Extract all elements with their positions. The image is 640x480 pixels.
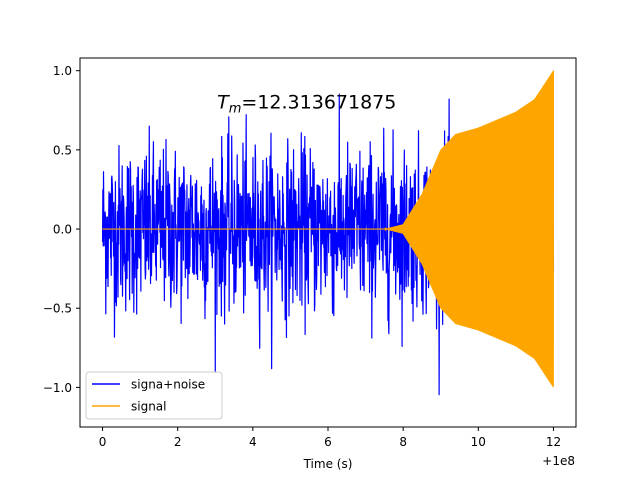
- x-tick-label: 10: [471, 435, 486, 449]
- annotation-symbol: T: [217, 91, 230, 113]
- x-tick-label: 8: [399, 435, 407, 449]
- x-tick-label: 12: [546, 435, 561, 449]
- x-tick-label: 0: [99, 435, 107, 449]
- x-tick-label: 4: [249, 435, 257, 449]
- plot-data: [101, 70, 555, 396]
- legend-label-signa-noise: signa+noise: [131, 378, 205, 392]
- series-signal-line: [102, 70, 555, 388]
- x-axis: 0 2 4 6 8 10 12: [99, 427, 561, 449]
- x-axis-label: Time (s): [303, 457, 353, 471]
- legend: signa+noise signal: [85, 371, 223, 420]
- x-offset-label: +1e8: [542, 454, 575, 468]
- y-tick-label: 0.5: [53, 143, 72, 157]
- tm-annotation: Tm=12.313671875: [217, 91, 396, 116]
- y-tick-label: 1.0: [53, 64, 72, 78]
- legend-label-signal: signal: [131, 400, 167, 414]
- x-tick-label: 6: [324, 435, 332, 449]
- y-tick-label: 0.0: [53, 223, 72, 237]
- y-tick-label: −0.5: [43, 302, 72, 316]
- annotation-value: =12.313671875: [241, 91, 396, 113]
- x-tick-label: 2: [174, 435, 182, 449]
- y-tick-label: −1.0: [43, 381, 72, 395]
- y-axis: −1.0 −0.5 0.0 0.5 1.0: [43, 64, 80, 395]
- annotation-subscript: m: [229, 101, 242, 116]
